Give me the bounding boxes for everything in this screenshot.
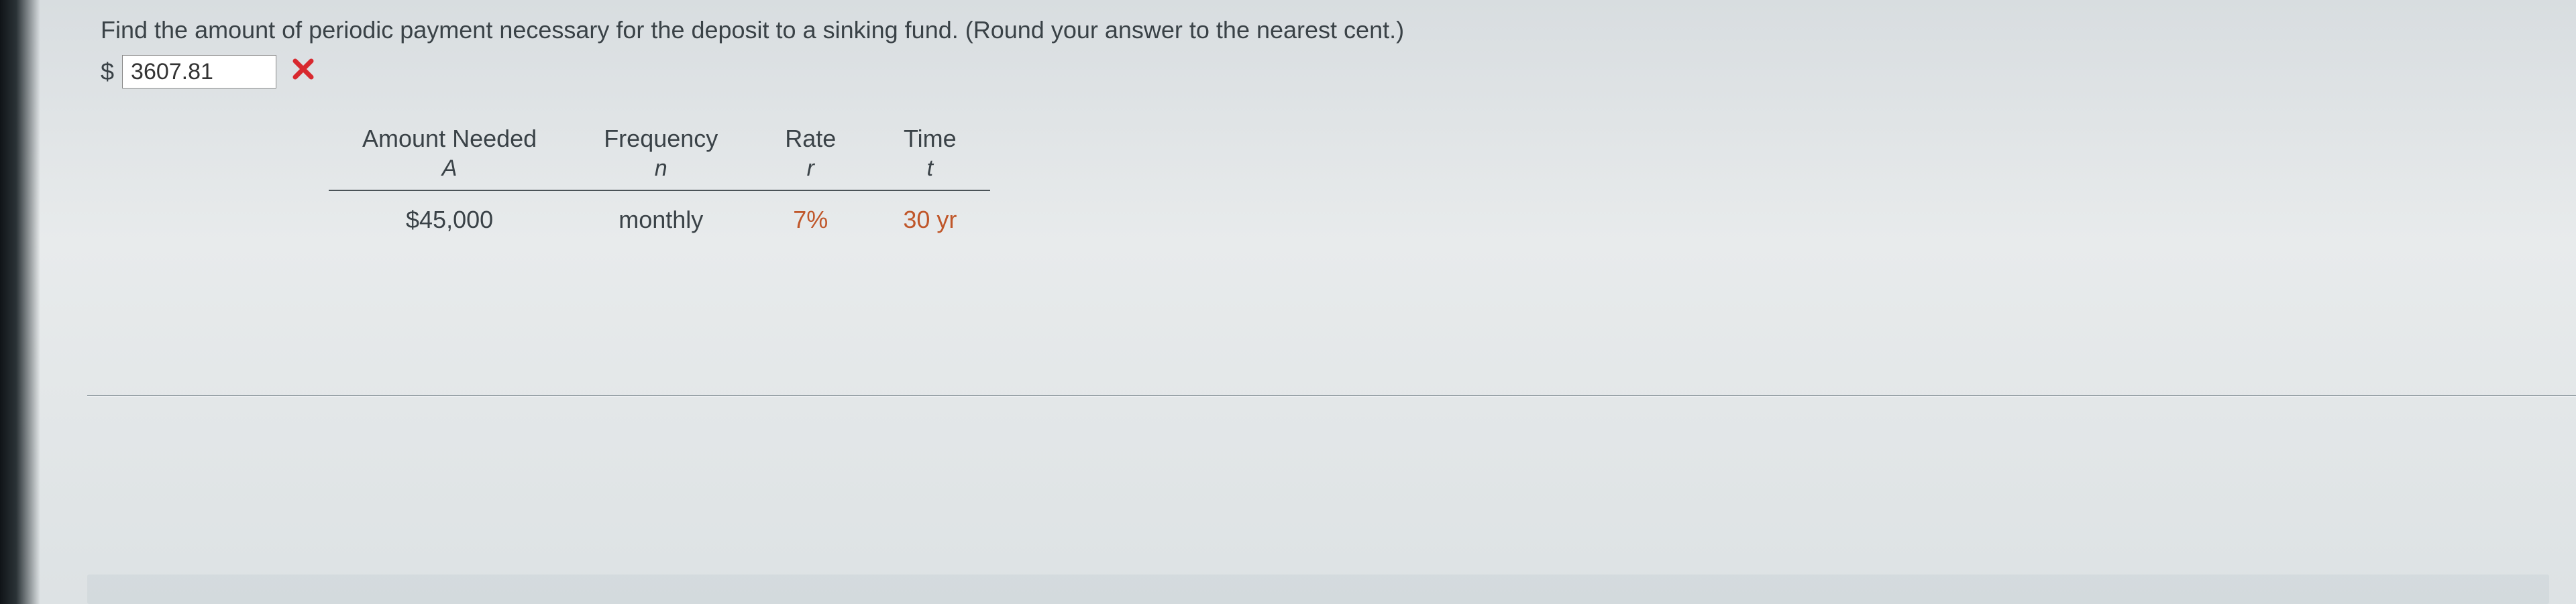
footer-bar (87, 575, 2549, 604)
section-divider (87, 395, 2576, 396)
col-header-time: Time (869, 122, 990, 156)
answer-row: $ (101, 55, 2549, 88)
col-symbol-frequency: n (570, 156, 751, 190)
currency-symbol: $ (101, 58, 114, 86)
cell-amount: $45,000 (329, 190, 570, 249)
col-header-frequency: Frequency (570, 122, 751, 156)
col-header-rate: Rate (751, 122, 869, 156)
col-header-amount: Amount Needed (329, 122, 570, 156)
question-container: Find the amount of periodic payment nece… (101, 0, 2549, 249)
screen-edge-shadow (0, 0, 40, 604)
table-symbol-row: A n r t (329, 156, 990, 190)
table-header-row: Amount Needed Frequency Rate Time (329, 122, 990, 156)
cell-rate: 7% (751, 190, 869, 249)
col-symbol-time: t (869, 156, 990, 190)
cell-frequency: monthly (570, 190, 751, 249)
col-symbol-rate: r (751, 156, 869, 190)
incorrect-icon (292, 58, 314, 86)
table-data-row: $45,000 monthly 7% 30 yr (329, 190, 990, 249)
cell-time: 30 yr (869, 190, 990, 249)
parameters-table: Amount Needed Frequency Rate Time A n r … (329, 122, 990, 249)
col-symbol-amount: A (329, 156, 570, 190)
data-table-container: Amount Needed Frequency Rate Time A n r … (329, 122, 2549, 249)
answer-input[interactable] (122, 55, 276, 88)
question-prompt: Find the amount of periodic payment nece… (101, 13, 2549, 47)
